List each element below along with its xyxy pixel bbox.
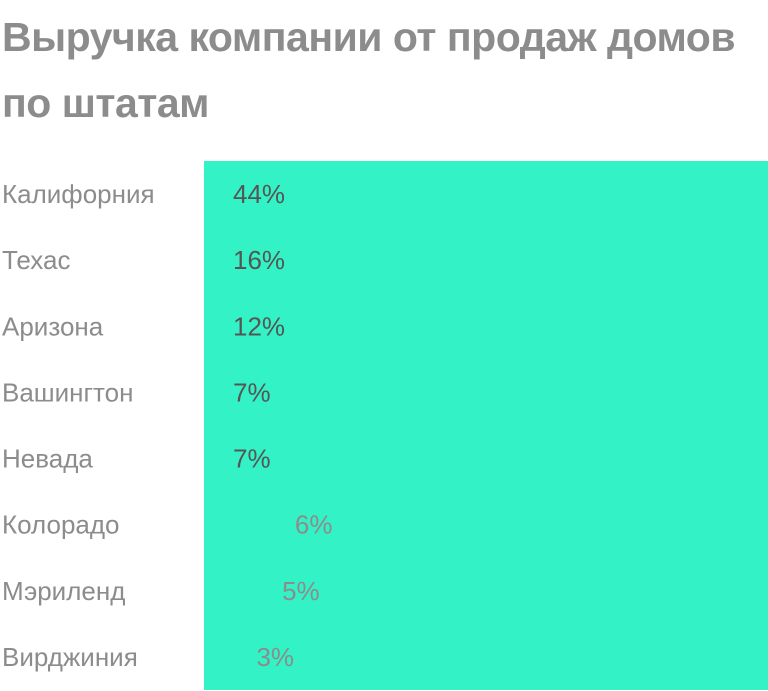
value-label: 7% bbox=[233, 377, 271, 407]
category-label: Вашингтон bbox=[2, 377, 133, 407]
chart-title: Выручка компании от продаж домов по штат… bbox=[2, 14, 736, 126]
bar-8 bbox=[204, 623, 243, 690]
category-label: Колорадо bbox=[2, 510, 120, 540]
category-labels-group: Калифорния Техас Аризона Вашингтон Невада Кол… bbox=[2, 179, 155, 672]
category-label: Мэриленд bbox=[2, 576, 125, 606]
value-label: 5% bbox=[282, 576, 320, 606]
category-label: Калифорния bbox=[2, 179, 155, 209]
category-label: Техас bbox=[2, 245, 70, 275]
value-label: 12% bbox=[233, 311, 285, 341]
value-label: 7% bbox=[233, 444, 271, 474]
category-label: Вирджиния bbox=[2, 642, 138, 672]
value-label: 3% bbox=[256, 642, 294, 672]
bars-group bbox=[204, 161, 768, 690]
value-label: 16% bbox=[233, 245, 285, 275]
value-label: 6% bbox=[295, 510, 333, 540]
category-label: Аризона bbox=[2, 311, 104, 341]
category-label: Невада bbox=[2, 444, 93, 474]
value-label: 44% bbox=[233, 179, 285, 209]
value-labels-group: 44% 16% 12% 7% 7% 6% 5% 3% bbox=[233, 179, 332, 672]
